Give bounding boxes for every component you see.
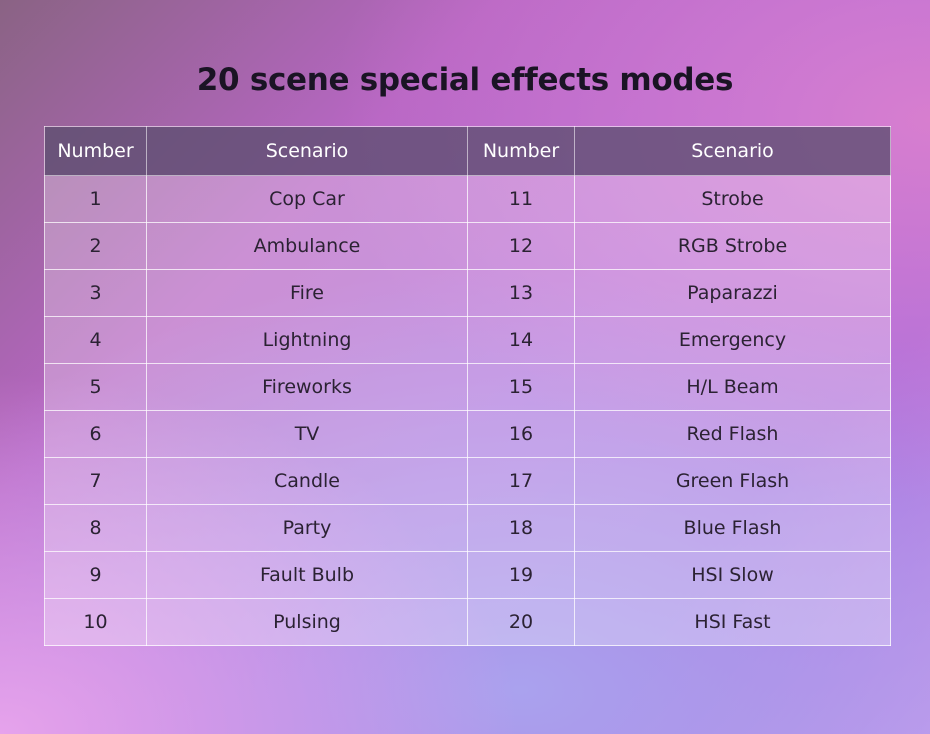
cell-scenario: TV: [146, 410, 468, 458]
table-header-row: Number Scenario Number Scenario: [44, 126, 891, 176]
cell-number: 15: [467, 363, 575, 411]
cell-scenario: Ambulance: [146, 222, 468, 270]
table-row: 10 Pulsing 20 HSI Fast: [44, 598, 891, 646]
cell-scenario: Emergency: [574, 316, 891, 364]
cell-number: 17: [467, 457, 575, 505]
cell-number: 8: [44, 504, 147, 552]
cell-scenario: Strobe: [574, 175, 891, 223]
modes-table: Number Scenario Number Scenario 1 Cop Ca…: [44, 126, 891, 646]
cell-scenario: Paparazzi: [574, 269, 891, 317]
table-row: 5 Fireworks 15 H/L Beam: [44, 363, 891, 411]
table-row: 8 Party 18 Blue Flash: [44, 504, 891, 552]
cell-number: 9: [44, 551, 147, 599]
cell-scenario: Fire: [146, 269, 468, 317]
cell-scenario: Cop Car: [146, 175, 468, 223]
cell-number: 13: [467, 269, 575, 317]
cell-scenario: H/L Beam: [574, 363, 891, 411]
cell-scenario: Blue Flash: [574, 504, 891, 552]
table-row: 1 Cop Car 11 Strobe: [44, 175, 891, 223]
cell-scenario: Green Flash: [574, 457, 891, 505]
cell-number: 11: [467, 175, 575, 223]
cell-scenario: RGB Strobe: [574, 222, 891, 270]
cell-scenario: Candle: [146, 457, 468, 505]
cell-number: 6: [44, 410, 147, 458]
cell-scenario: Red Flash: [574, 410, 891, 458]
cell-scenario: Party: [146, 504, 468, 552]
cell-number: 14: [467, 316, 575, 364]
table-row: 7 Candle 17 Green Flash: [44, 457, 891, 505]
table-row: 3 Fire 13 Paparazzi: [44, 269, 891, 317]
header-scenario-right: Scenario: [574, 126, 891, 176]
cell-number: 16: [467, 410, 575, 458]
cell-scenario: Fault Bulb: [146, 551, 468, 599]
page-title: 20 scene special effects modes: [196, 62, 734, 98]
table-row: 9 Fault Bulb 19 HSI Slow: [44, 551, 891, 599]
header-number-left: Number: [44, 126, 147, 176]
cell-number: 12: [467, 222, 575, 270]
table-row: 2 Ambulance 12 RGB Strobe: [44, 222, 891, 270]
header-number-right: Number: [467, 126, 575, 176]
table-row: 6 TV 16 Red Flash: [44, 410, 891, 458]
cell-scenario: Pulsing: [146, 598, 468, 646]
cell-number: 3: [44, 269, 147, 317]
cell-number: 1: [44, 175, 147, 223]
cell-number: 20: [467, 598, 575, 646]
cell-number: 19: [467, 551, 575, 599]
cell-number: 18: [467, 504, 575, 552]
cell-scenario: Fireworks: [146, 363, 468, 411]
cell-number: 5: [44, 363, 147, 411]
header-scenario-left: Scenario: [146, 126, 468, 176]
cell-number: 2: [44, 222, 147, 270]
cell-number: 4: [44, 316, 147, 364]
cell-number: 10: [44, 598, 147, 646]
table-row: 4 Lightning 14 Emergency: [44, 316, 891, 364]
cell-scenario: Lightning: [146, 316, 468, 364]
cell-scenario: HSI Fast: [574, 598, 891, 646]
cell-number: 7: [44, 457, 147, 505]
cell-scenario: HSI Slow: [574, 551, 891, 599]
